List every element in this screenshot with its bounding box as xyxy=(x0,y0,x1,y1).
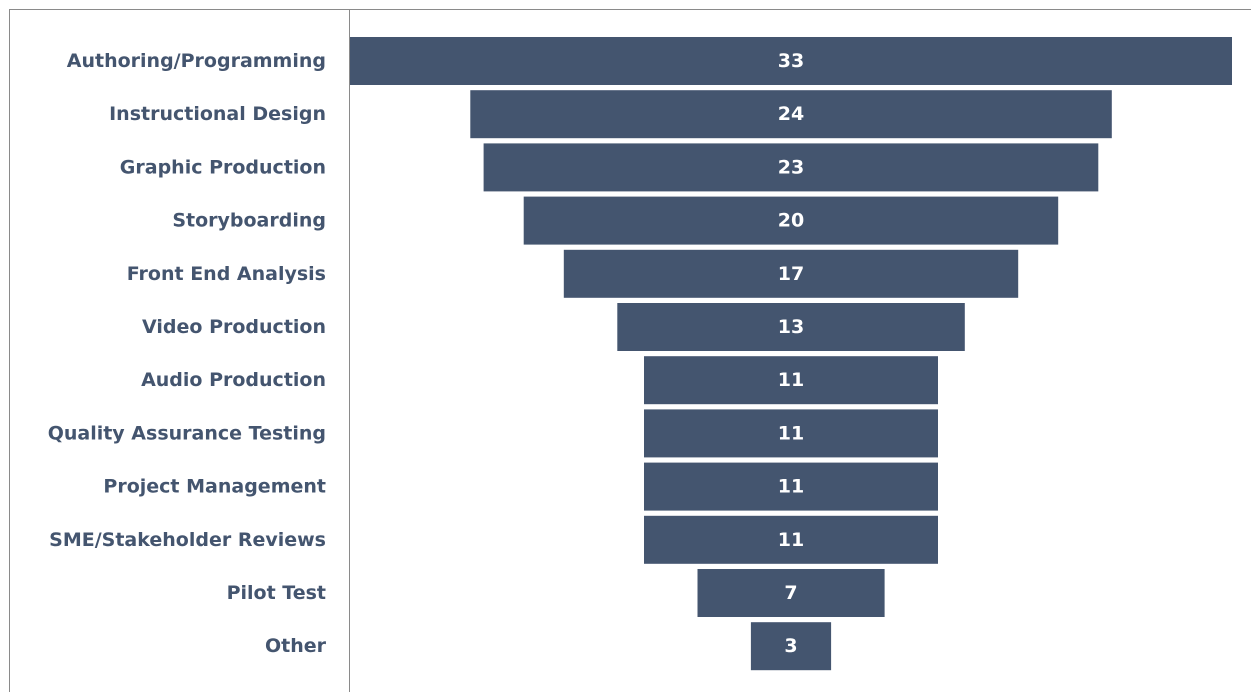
category-label-7: Quality Assurance Testing xyxy=(48,422,326,444)
category-label-0: Authoring/Programming xyxy=(67,50,326,72)
value-label-5: 13 xyxy=(778,316,804,338)
bar-4 xyxy=(563,249,1019,298)
category-label-9: SME/Stakeholder Reviews xyxy=(49,529,326,551)
value-label-10: 7 xyxy=(784,582,797,604)
axis-divider xyxy=(349,9,350,692)
category-label-5: Video Production xyxy=(142,316,326,338)
value-label-7: 11 xyxy=(778,422,804,444)
category-label-4: Front End Analysis xyxy=(127,263,326,285)
bar-5 xyxy=(617,303,965,351)
bar-8 xyxy=(644,462,938,511)
bar-2 xyxy=(483,143,1099,192)
value-label-0: 33 xyxy=(778,50,804,72)
bar-7 xyxy=(644,409,938,458)
category-label-11: Other xyxy=(265,635,327,657)
bar-1 xyxy=(470,90,1112,139)
value-label-11: 3 xyxy=(784,635,797,657)
bar-3 xyxy=(523,196,1059,245)
category-label-6: Audio Production xyxy=(141,369,326,391)
category-label-1: Instructional Design xyxy=(109,103,326,125)
value-label-1: 24 xyxy=(778,103,804,125)
bar-11 xyxy=(750,622,832,671)
category-label-8: Project Management xyxy=(103,476,326,498)
bar-0 xyxy=(350,37,1232,85)
category-label-3: Storyboarding xyxy=(172,210,326,232)
bar-9 xyxy=(644,515,938,564)
value-label-8: 11 xyxy=(778,476,804,498)
value-label-3: 20 xyxy=(778,210,804,232)
bar-6 xyxy=(644,356,938,405)
category-label-10: Pilot Test xyxy=(227,582,326,604)
value-label-6: 11 xyxy=(778,369,804,391)
value-label-9: 11 xyxy=(778,529,804,551)
chart-frame xyxy=(9,9,1251,692)
value-label-4: 17 xyxy=(778,263,804,285)
category-label-2: Graphic Production xyxy=(120,156,326,178)
bar-10 xyxy=(697,569,885,617)
value-label-2: 23 xyxy=(778,156,804,178)
